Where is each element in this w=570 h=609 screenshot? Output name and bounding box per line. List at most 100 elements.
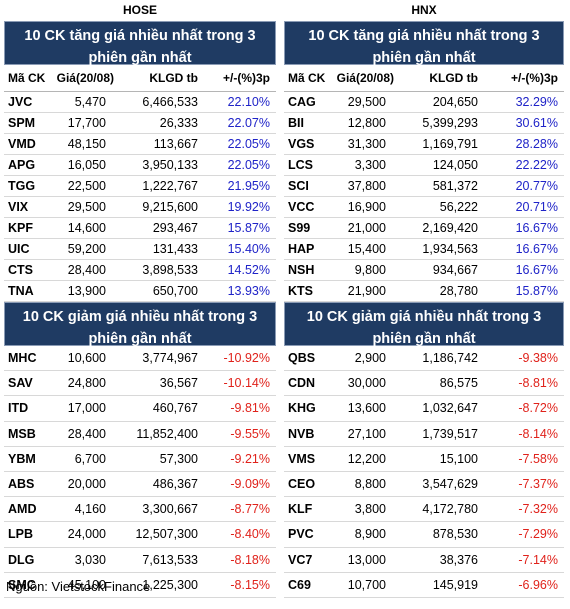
table-row: ABS 20,000 486,367 -9.09% xyxy=(4,472,276,498)
table-row: CTS 28,400 3,898,533 14.52% xyxy=(4,260,276,281)
change-cell: -7.14% xyxy=(518,552,558,567)
change-cell: -6.96% xyxy=(518,577,558,592)
table-row: KHG 13,600 1,032,647 -8.72% xyxy=(284,396,564,422)
hnx-panel: 10 CK tăng giá nhiều nhất trong 3 phiên … xyxy=(284,21,564,598)
volume-cell: 124,050 xyxy=(432,158,478,172)
volume-cell: 7,613,533 xyxy=(142,552,198,567)
stock-code: KTS xyxy=(288,284,313,298)
hose-losers-title: 10 CK giảm giá nhiều nhất trong 3 phiên … xyxy=(4,302,276,347)
stock-code: VCC xyxy=(288,200,315,214)
column-code: Mã CK xyxy=(8,71,46,85)
volume-cell: 460,767 xyxy=(152,401,198,416)
table-row: LPB 24,000 12,507,300 -8.40% xyxy=(4,522,276,548)
column-volume: KLGD tb xyxy=(429,71,478,85)
change-cell: -7.29% xyxy=(518,527,558,542)
table-row: AMD 4,160 3,300,667 -8.77% xyxy=(4,497,276,523)
stock-code: NSH xyxy=(288,263,315,277)
table-row: MHC 10,600 3,774,967 -10.92% xyxy=(4,346,276,372)
price-cell: 5,470 xyxy=(74,95,106,109)
change-cell: 14.52% xyxy=(227,263,270,277)
change-cell: 21.95% xyxy=(227,179,270,193)
volume-cell: 3,300,667 xyxy=(142,502,198,517)
price-cell: 8,800 xyxy=(354,476,386,491)
stock-code: UIC xyxy=(8,242,30,256)
change-cell: 22.05% xyxy=(227,137,270,151)
table-row: VMD 48,150 113,667 22.05% xyxy=(4,134,276,155)
change-cell: 16.67% xyxy=(515,221,558,235)
change-cell: 20.71% xyxy=(515,200,558,214)
volume-cell: 5,399,293 xyxy=(422,116,478,130)
volume-cell: 11,852,400 xyxy=(136,426,198,441)
table-row: UIC 59,200 131,433 15.40% xyxy=(4,239,276,260)
price-cell: 15,400 xyxy=(347,242,386,256)
volume-cell: 3,547,629 xyxy=(422,476,478,491)
stock-code: TNA xyxy=(8,284,34,298)
hose-panel: 10 CK tăng giá nhiều nhất trong 3 phiên … xyxy=(4,21,276,598)
volume-cell: 57,300 xyxy=(159,451,198,466)
hnx-gainers-title: 10 CK tăng giá nhiều nhất trong 3 phiên … xyxy=(284,21,564,66)
volume-cell: 36,567 xyxy=(159,376,198,391)
change-cell: -9.38% xyxy=(518,351,558,365)
volume-cell: 113,667 xyxy=(153,137,198,151)
table-row: JVC 5,470 6,466,533 22.10% xyxy=(4,92,276,113)
column-change: +/-(%)3p xyxy=(510,71,558,85)
table-row: APG 16,050 3,950,133 22.05% xyxy=(4,155,276,176)
stock-code: YBM xyxy=(8,451,36,466)
volume-cell: 934,667 xyxy=(432,263,478,277)
change-cell: -8.14% xyxy=(518,426,558,441)
stock-code: LPB xyxy=(8,527,33,542)
table-row: KTS 21,900 28,780 15.87% xyxy=(284,281,564,302)
volume-cell: 26,333 xyxy=(159,116,198,130)
stock-code: VGS xyxy=(288,137,315,151)
price-cell: 12,200 xyxy=(347,451,386,466)
volume-cell: 3,950,133 xyxy=(142,158,198,172)
volume-cell: 1,934,563 xyxy=(422,242,478,256)
stock-code: SCI xyxy=(288,179,309,193)
price-cell: 13,000 xyxy=(347,552,386,567)
table-row: SPM 17,700 26,333 22.07% xyxy=(4,113,276,134)
table-row: HAP 15,400 1,934,563 16.67% xyxy=(284,239,564,260)
price-cell: 24,000 xyxy=(67,527,106,542)
price-cell: 28,400 xyxy=(67,263,106,277)
volume-cell: 1,225,300 xyxy=(142,577,198,592)
table-row: SAV 24,800 36,567 -10.14% xyxy=(4,371,276,397)
table-row: BII 12,800 5,399,293 30.61% xyxy=(284,113,564,134)
volume-cell: 4,172,780 xyxy=(422,502,478,517)
volume-cell: 15,100 xyxy=(439,451,478,466)
change-cell: 22.10% xyxy=(227,95,270,109)
stock-code: JVC xyxy=(8,95,33,109)
price-cell: 28,400 xyxy=(67,426,106,441)
change-cell: 22.22% xyxy=(515,158,558,172)
volume-cell: 1,222,767 xyxy=(142,179,198,193)
price-cell: 3,030 xyxy=(74,552,106,567)
volume-cell: 878,530 xyxy=(432,527,478,542)
price-cell: 24,800 xyxy=(67,376,106,391)
price-cell: 13,900 xyxy=(67,284,106,298)
stock-code: KHG xyxy=(288,401,316,416)
hnx-exchange-label: HNX xyxy=(411,3,437,17)
change-cell: 16.67% xyxy=(515,263,558,277)
volume-cell: 1,032,647 xyxy=(422,401,478,416)
column-price: Giá(20/08) xyxy=(56,71,114,85)
stock-code: S99 xyxy=(288,221,311,235)
volume-cell: 1,186,742 xyxy=(422,351,478,365)
change-cell: 28.28% xyxy=(515,137,558,151)
stock-code: MSB xyxy=(8,426,36,441)
stock-code: VC7 xyxy=(288,552,313,567)
volume-cell: 1,739,517 xyxy=(422,426,478,441)
stock-code: KPF xyxy=(8,221,33,235)
volume-cell: 293,467 xyxy=(152,221,198,235)
price-cell: 29,500 xyxy=(347,95,386,109)
volume-cell: 38,376 xyxy=(439,552,478,567)
change-cell: 22.05% xyxy=(227,158,270,172)
stock-code: C69 xyxy=(288,577,311,592)
price-cell: 59,200 xyxy=(67,242,106,256)
change-cell: 15.40% xyxy=(227,242,270,256)
volume-cell: 3,774,967 xyxy=(142,351,198,365)
table-row: MSB 28,400 11,852,400 -9.55% xyxy=(4,422,276,447)
change-cell: 32.29% xyxy=(515,95,558,109)
stock-code: MHC xyxy=(8,351,37,365)
price-cell: 13,600 xyxy=(347,401,386,416)
price-cell: 21,900 xyxy=(347,284,386,298)
price-cell: 14,600 xyxy=(67,221,106,235)
